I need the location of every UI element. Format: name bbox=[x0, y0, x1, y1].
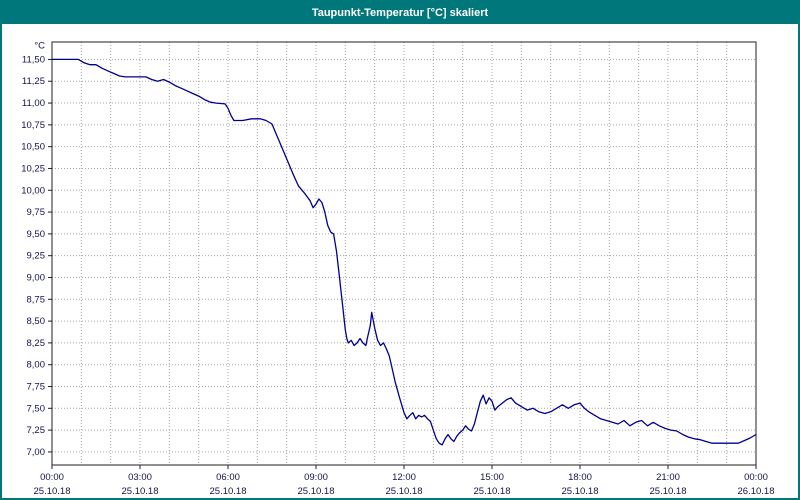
x-tick-time-label: 18:00 bbox=[568, 472, 592, 483]
title-bar: Taupunkt-Temperatur [°C] skaliert bbox=[2, 2, 798, 24]
x-tick-time-label: 06:00 bbox=[216, 472, 240, 483]
x-tick-date-label: 25.10.18 bbox=[474, 486, 511, 497]
x-tick-date-label: 26.10.18 bbox=[738, 486, 775, 497]
y-tick-label: 9,75 bbox=[27, 207, 46, 218]
x-tick-time-label: 00:00 bbox=[40, 472, 64, 483]
chart-canvas: 11,50 11,25 11,00 10,75 10,50 10,25 10,00 9,75 9… bbox=[21, 40, 775, 497]
x-tick-date-label: 25.10.18 bbox=[34, 486, 71, 497]
y-tick-label: 10,75 bbox=[21, 120, 45, 131]
y-tick-label: 8,75 bbox=[27, 294, 46, 305]
y-tick-label: 9,25 bbox=[27, 251, 46, 262]
chart-title: Taupunkt-Temperatur [°C] skaliert bbox=[311, 7, 489, 19]
y-tick-label: 11,50 bbox=[22, 54, 45, 65]
y-tick-label: 11,25 bbox=[22, 76, 45, 87]
y-tick-label: 10,25 bbox=[21, 163, 45, 174]
y-tick-label: 7,75 bbox=[27, 382, 46, 393]
x-tick-date-label: 25.10.18 bbox=[210, 486, 247, 497]
x-tick-time-label: 09:00 bbox=[304, 472, 328, 483]
y-tick-label: 8,00 bbox=[27, 360, 46, 371]
x-tick-date-label: 25.10.18 bbox=[650, 486, 687, 497]
y-tick-label: 9,50 bbox=[27, 229, 46, 240]
y-tick-label: 7,00 bbox=[27, 447, 46, 458]
y-axis-unit-label: °C bbox=[34, 40, 45, 51]
x-tick-date-label: 25.10.18 bbox=[386, 486, 423, 497]
y-tick-label: 7,25 bbox=[27, 425, 46, 436]
y-tick-label: 9,00 bbox=[27, 272, 46, 283]
chart-area: 11,50 11,25 11,00 10,75 10,50 10,25 10,00 9,75 9… bbox=[2, 24, 798, 498]
x-tick-time-label: 12:00 bbox=[392, 472, 416, 483]
y-tick-label: 7,50 bbox=[27, 403, 46, 414]
x-tick-time-label: 15:00 bbox=[480, 472, 504, 483]
x-tick-date-label: 25.10.18 bbox=[122, 486, 159, 497]
temperature-line bbox=[51, 58, 757, 446]
x-tick-time-label: 21:00 bbox=[656, 472, 680, 483]
x-tick-date-label: 25.10.18 bbox=[562, 486, 599, 497]
y-tick-label: 10,00 bbox=[21, 185, 45, 196]
y-tick-label: 11,00 bbox=[22, 98, 45, 109]
x-tick-date-label: 25.10.18 bbox=[298, 486, 335, 497]
y-tick-label: 8,50 bbox=[27, 316, 46, 327]
y-tick-label: 8,25 bbox=[27, 338, 46, 349]
y-tick-label: 10,50 bbox=[21, 142, 45, 153]
x-tick-time-label: 00:00 bbox=[744, 472, 768, 483]
x-tick-time-label: 03:00 bbox=[128, 472, 152, 483]
